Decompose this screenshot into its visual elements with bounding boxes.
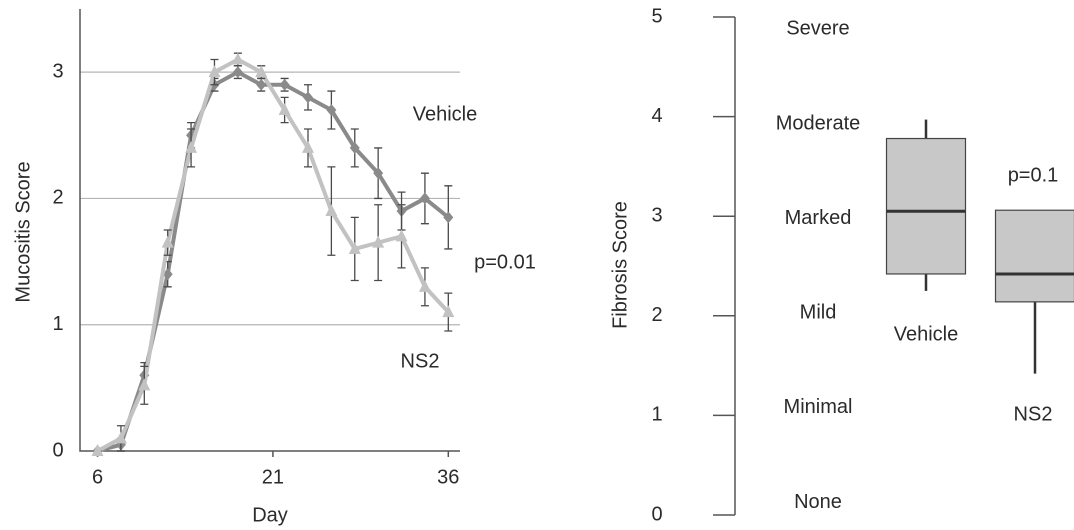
data-point bbox=[349, 141, 360, 154]
category-label: NS2 bbox=[1014, 403, 1053, 425]
p-value: p=0.1 bbox=[1008, 164, 1059, 186]
data-point bbox=[91, 444, 104, 456]
severity-label: Mild bbox=[800, 302, 837, 324]
y-tick-label: 0 bbox=[52, 439, 63, 461]
severity-label: Marked bbox=[785, 207, 852, 229]
data-point bbox=[372, 235, 385, 248]
x-axis-label: Day bbox=[252, 504, 288, 526]
data-point bbox=[162, 268, 173, 281]
data-point bbox=[231, 52, 244, 65]
data-point bbox=[185, 140, 198, 153]
data-point bbox=[138, 378, 151, 391]
series-line bbox=[96, 57, 450, 453]
series-label: NS2 bbox=[401, 350, 440, 372]
y-tick-label: 1 bbox=[651, 404, 662, 426]
data-point bbox=[161, 235, 174, 248]
box bbox=[885, 137, 967, 275]
y-tick-label: 1 bbox=[52, 313, 63, 335]
y-tick-label: 2 bbox=[52, 187, 63, 209]
y-tick-label: 0 bbox=[651, 503, 662, 525]
data-point bbox=[395, 229, 408, 242]
data-point bbox=[279, 78, 290, 91]
data-point bbox=[278, 103, 291, 116]
data-point bbox=[373, 167, 384, 180]
y-tick-label: 5 bbox=[651, 5, 662, 27]
data-point bbox=[326, 104, 337, 117]
severity-label: Minimal bbox=[784, 396, 853, 418]
data-point bbox=[442, 305, 455, 318]
x-tick-label: 6 bbox=[92, 466, 103, 488]
box bbox=[994, 209, 1074, 303]
y-tick-label: 3 bbox=[651, 204, 662, 226]
data-point bbox=[232, 66, 243, 79]
data-point bbox=[443, 211, 454, 224]
data-point bbox=[255, 65, 268, 78]
data-point bbox=[256, 78, 267, 91]
data-point bbox=[114, 431, 127, 444]
category-label: Vehicle bbox=[894, 323, 959, 345]
series-label: Vehicle bbox=[413, 103, 478, 125]
y-tick-label: 3 bbox=[52, 60, 63, 82]
y-tick-label: 4 bbox=[651, 105, 662, 127]
data-point bbox=[303, 91, 313, 104]
data-point bbox=[348, 241, 361, 254]
data-point bbox=[208, 65, 221, 78]
data-point bbox=[325, 204, 338, 217]
data-point bbox=[302, 140, 314, 153]
x-tick-label: 36 bbox=[437, 466, 459, 488]
severity-label: Moderate bbox=[776, 112, 861, 134]
y-tick-label: 2 bbox=[651, 304, 662, 326]
severity-label: None bbox=[794, 491, 842, 513]
axis-line bbox=[79, 9, 460, 452]
y-axis-label: Mucositis Score bbox=[12, 161, 34, 302]
series-line bbox=[97, 69, 450, 453]
p-value: p=0.01 bbox=[474, 251, 536, 273]
y-axis-label: Fibrosis Score bbox=[609, 201, 631, 329]
severity-label: Severe bbox=[786, 18, 849, 40]
data-point bbox=[419, 192, 430, 205]
x-tick-label: 21 bbox=[262, 466, 284, 488]
data-point bbox=[418, 279, 431, 292]
